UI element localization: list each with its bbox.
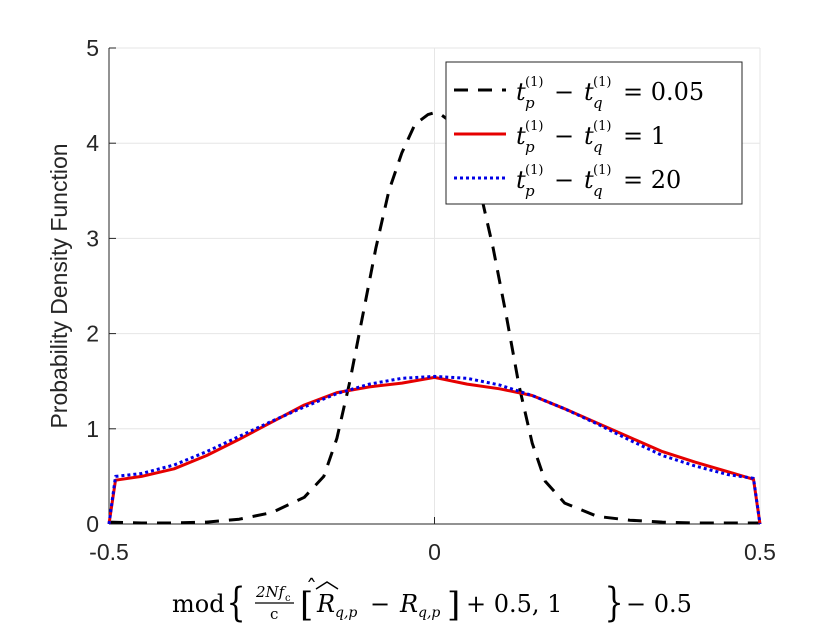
- legend-s2: q: [593, 94, 603, 112]
- x-label-mod: mod: [172, 590, 225, 618]
- x-label-r: R: [399, 590, 418, 618]
- legend-sup1: (1): [525, 163, 543, 178]
- legend-sup1: (1): [525, 75, 543, 90]
- legend-t1: t: [516, 122, 526, 150]
- legend-sup2: (1): [593, 163, 611, 178]
- legend: t p(1) − t q(1) = 0.05t p(1) − t q(1) = 1t p(1) − t q(…: [445, 61, 743, 205]
- x-label-frac-num-sub: c: [285, 593, 291, 604]
- legend-t2: t: [584, 78, 594, 106]
- x-label-right-bracket: ]: [447, 585, 460, 625]
- x-tick-label: 0: [428, 539, 441, 565]
- legend-value: = 0.05: [623, 78, 704, 106]
- x-label-right-brace: }: [605, 580, 624, 626]
- legend-s1: p: [525, 138, 535, 156]
- legend-minus: −: [554, 122, 574, 150]
- x-label-r-hat-sub: q,p: [335, 605, 357, 621]
- legend-s1: p: [525, 94, 535, 112]
- legend-t2: t: [584, 122, 594, 150]
- y-tick-label: 1: [86, 416, 99, 442]
- legend-entry-3: t p(1) − t q(1) = 20: [516, 163, 681, 200]
- x-label-minus: −: [370, 590, 390, 618]
- y-axis-label: Probability Density Function: [46, 143, 72, 428]
- x-label-r-hat: R: [316, 590, 335, 618]
- legend-t2: t: [584, 166, 594, 194]
- legend-minus: −: [554, 166, 574, 194]
- x-label-hat-symbol: ̂: [308, 578, 315, 582]
- legend-sup2: (1): [593, 119, 611, 134]
- y-tick-label: 3: [86, 225, 99, 251]
- x-label-frac-den: c: [270, 605, 278, 623]
- x-axis-label: mod { 2Nf c c [ ̂ R q,p − R q,p ] + 0.5,…: [172, 578, 692, 626]
- x-label-tail: + 0.5, 1: [466, 590, 562, 618]
- legend-value: = 20: [623, 166, 681, 194]
- legend-t1: t: [516, 166, 526, 194]
- legend-entry-2: t p(1) − t q(1) = 1: [516, 119, 666, 156]
- x-label-frac-num: 2Nf: [255, 583, 287, 601]
- legend-s1: p: [525, 182, 535, 200]
- legend-minus: −: [554, 78, 574, 106]
- y-tick-label: 5: [86, 35, 99, 61]
- x-label-suffix: − 0.5: [626, 590, 692, 618]
- x-tick-label: 0.5: [744, 539, 776, 565]
- x-label-left-bracket: [: [300, 585, 313, 625]
- x-label-r-sub: q,p: [418, 605, 440, 621]
- legend-sup2: (1): [593, 75, 611, 90]
- series-line-1: [108, 111, 760, 525]
- y-tick-label: 0: [86, 511, 99, 537]
- y-tick-label: 2: [86, 321, 99, 347]
- legend-entry-1: t p(1) − t q(1) = 0.05: [516, 75, 704, 112]
- legend-sup1: (1): [525, 119, 543, 134]
- y-tick-label: 4: [86, 130, 99, 156]
- x-label-left-brace: {: [227, 580, 246, 626]
- legend-value: = 1: [623, 122, 666, 150]
- series-line-3: [107, 374, 762, 525]
- series-group: [107, 111, 762, 525]
- legend-t1: t: [516, 78, 526, 106]
- legend-s2: q: [593, 138, 603, 156]
- legend-s2: q: [593, 182, 603, 200]
- x-label-hat-icon: [315, 581, 339, 590]
- x-tick-label: -0.5: [89, 539, 129, 565]
